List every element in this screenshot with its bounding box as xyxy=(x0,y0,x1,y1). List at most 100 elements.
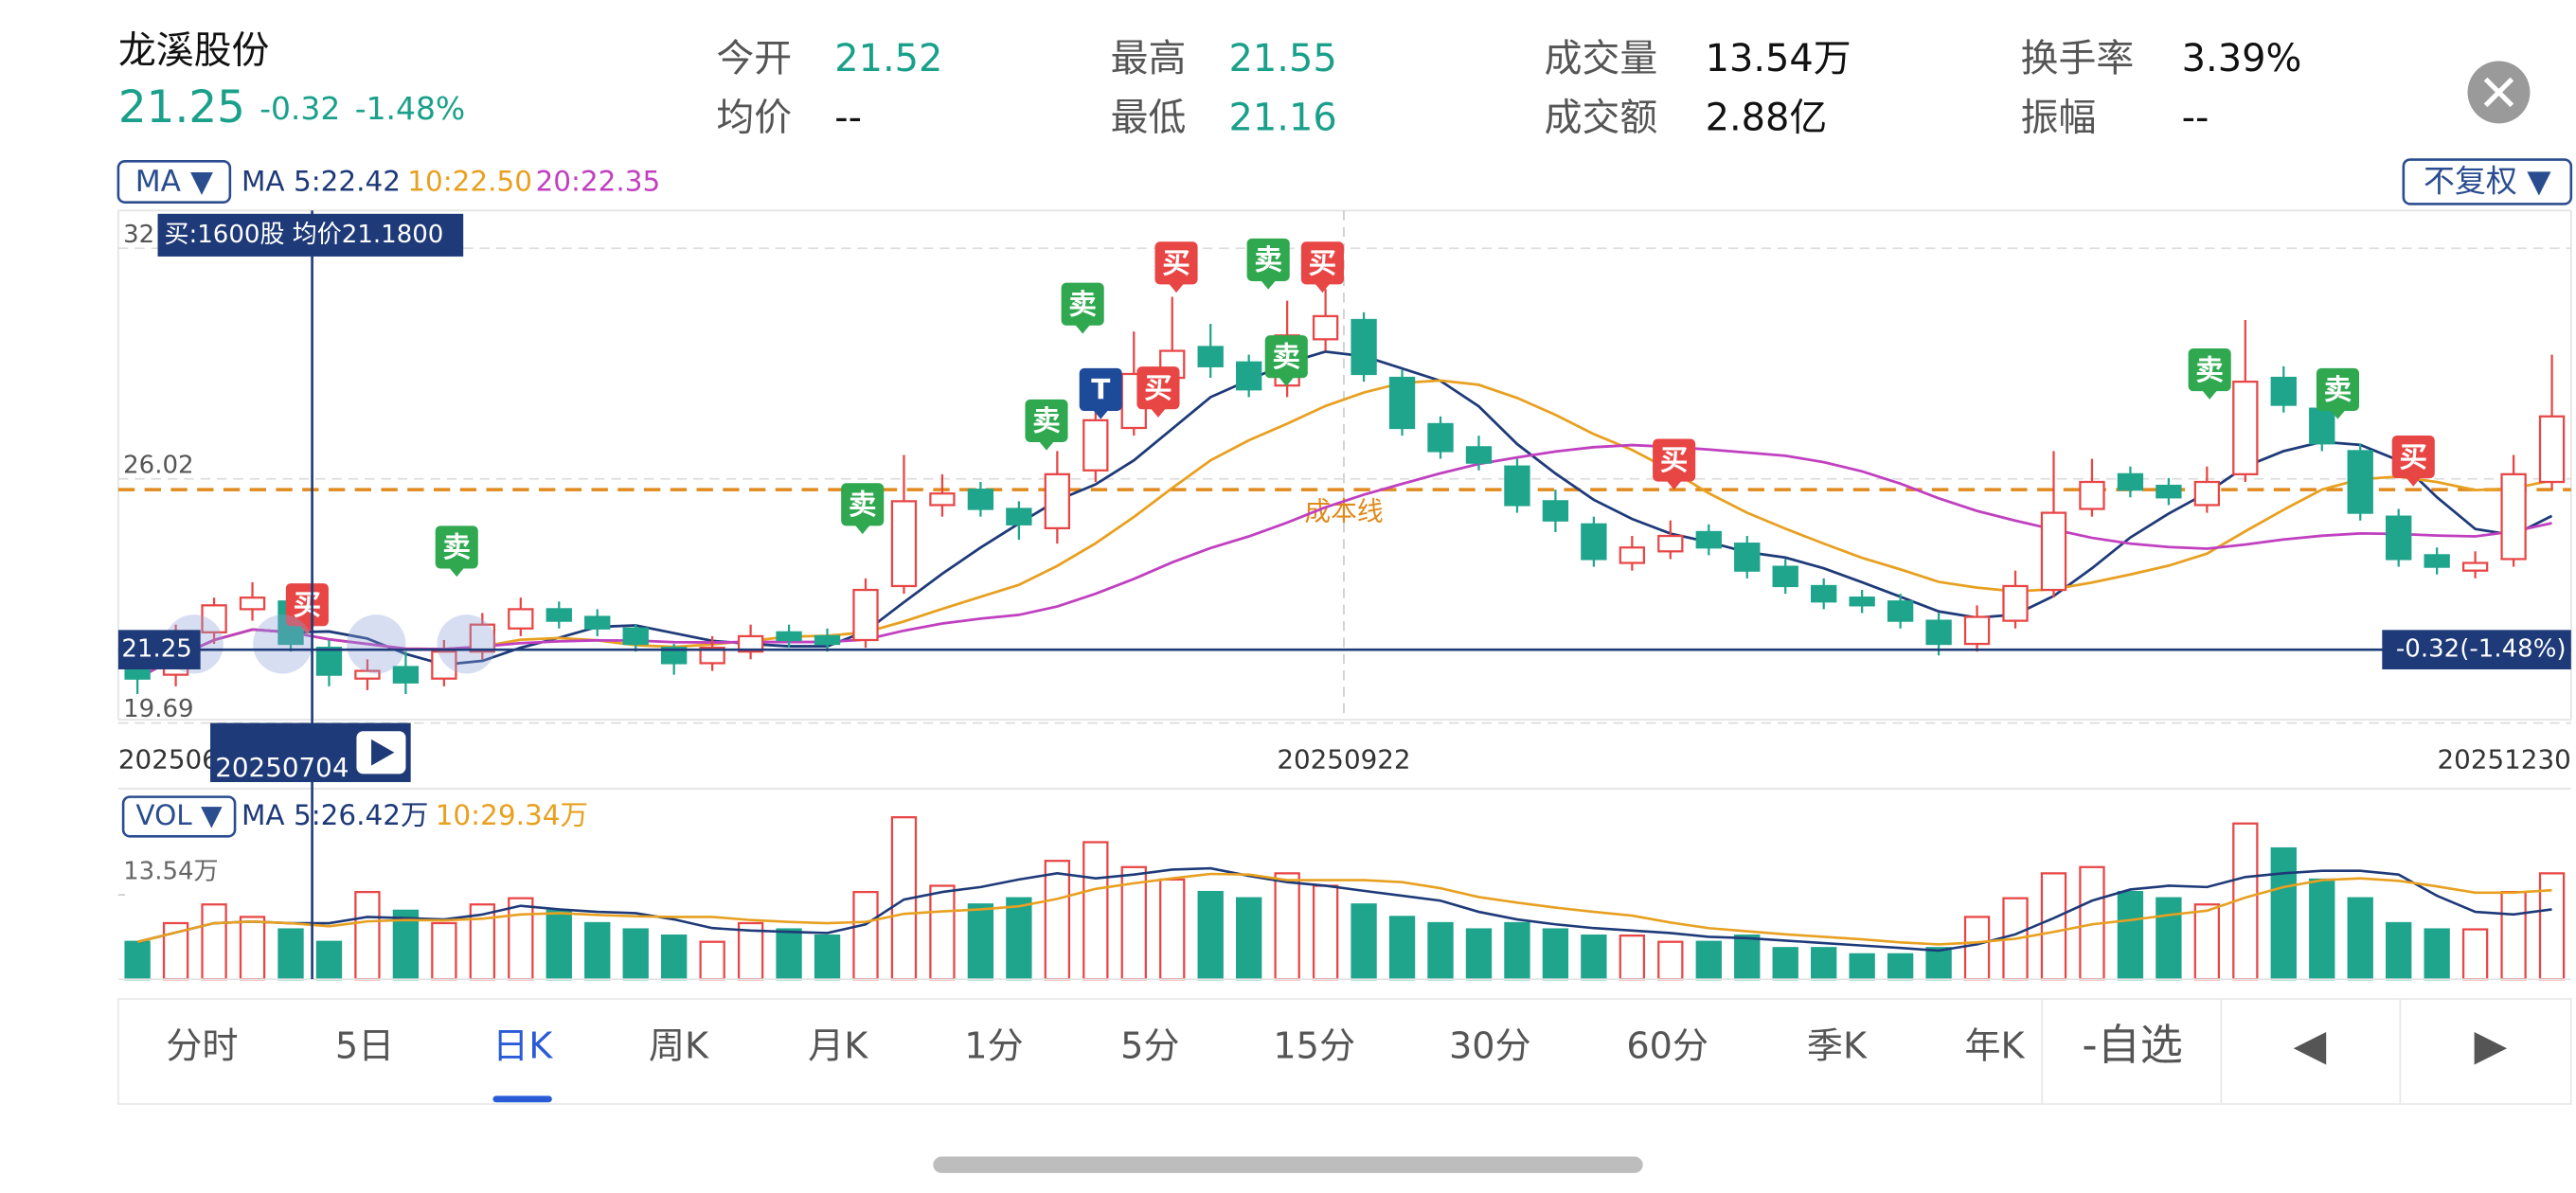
signal-label: 买 xyxy=(1162,247,1190,279)
tab[interactable]: 年K xyxy=(1964,1025,2025,1067)
candle-body xyxy=(2002,584,2029,622)
tab[interactable]: 5日 xyxy=(335,1025,394,1067)
stat-value: 13.54万 xyxy=(1706,37,1852,80)
candle-body xyxy=(354,669,381,680)
tab[interactable]: -自选 xyxy=(2082,1020,2182,1070)
signal-badge xyxy=(1653,438,1696,482)
vol-button[interactable] xyxy=(121,795,237,838)
tab[interactable]: 15分 xyxy=(1273,1025,1355,1067)
volume-bar xyxy=(1542,928,1569,981)
volume-bar xyxy=(2270,846,2297,981)
candle-body xyxy=(1082,418,1109,472)
crosshair-change-box xyxy=(2382,630,2571,669)
vol-ma-line xyxy=(136,872,2552,946)
signal-badge xyxy=(1136,366,1180,410)
volume-bar xyxy=(1465,928,1493,981)
signal-pointer xyxy=(1314,282,1332,294)
signal-label: 卖 xyxy=(1254,244,1281,276)
signal-badge xyxy=(2188,348,2231,392)
tab[interactable]: ◀ xyxy=(2294,1020,2327,1070)
stat-value: 3.39% xyxy=(2182,37,2302,80)
volume-bar xyxy=(431,921,457,981)
x-date-label: 20251230 xyxy=(2438,743,2571,775)
volume-bar xyxy=(929,884,956,981)
candle-body xyxy=(1695,530,1722,549)
volume-bar xyxy=(1504,921,1530,981)
signal-badge xyxy=(841,483,885,526)
tab[interactable]: 日K xyxy=(492,1025,553,1067)
candle-body xyxy=(776,631,802,642)
tab[interactable]: 30分 xyxy=(1449,1025,1531,1067)
volume-bar xyxy=(1581,935,1607,981)
volume-bar xyxy=(776,928,802,981)
nav-circle[interactable] xyxy=(253,614,313,674)
tab[interactable]: 季K xyxy=(1807,1025,1868,1067)
tab[interactable]: 月K xyxy=(808,1025,868,1067)
signal-label: 卖 xyxy=(2195,354,2223,386)
candle-body xyxy=(2156,484,2182,499)
vol-tick-label: 13.54万 xyxy=(123,857,219,885)
volume-bar xyxy=(2193,903,2221,981)
stat-value: 2.88亿 xyxy=(1706,96,1828,139)
candle-body xyxy=(737,634,764,653)
candle-body xyxy=(1619,546,1646,564)
candle-body xyxy=(1734,543,1761,572)
signal-badge xyxy=(1025,399,1068,442)
volume-bar xyxy=(1159,878,1186,981)
candle-body xyxy=(852,588,879,642)
volume-bar xyxy=(1351,903,1377,981)
candle-body xyxy=(2309,407,2335,445)
volume-bar xyxy=(1925,947,1952,981)
candle-body xyxy=(2386,515,2412,561)
candle-body xyxy=(315,646,343,676)
candle-body xyxy=(2079,480,2105,510)
volume-bar xyxy=(508,897,534,981)
candle-body xyxy=(1849,596,1875,607)
tab[interactable]: 5分 xyxy=(1120,1025,1179,1067)
volume-bar xyxy=(2040,872,2067,981)
volume-bar xyxy=(1082,841,1109,981)
candle-body xyxy=(1811,584,1837,603)
nav-circle[interactable] xyxy=(437,614,496,674)
tab-bar xyxy=(117,998,2572,1105)
candle-body xyxy=(967,489,994,510)
candle-body xyxy=(1388,376,1416,430)
close-icon xyxy=(2483,77,2514,108)
signal-label: 卖 xyxy=(1068,288,1096,320)
signal-pointer xyxy=(448,566,465,578)
volume-bar xyxy=(1619,935,1646,981)
signal-pointer xyxy=(2329,409,2347,419)
signal-pointer xyxy=(854,524,871,535)
candle-body xyxy=(814,634,841,646)
signal-badge xyxy=(1079,367,1122,411)
signal-badge xyxy=(285,583,329,627)
volume-bar xyxy=(1772,947,1798,981)
tab[interactable]: ▶ xyxy=(2474,1020,2507,1070)
tab[interactable]: 60分 xyxy=(1626,1025,1708,1067)
volume-bar xyxy=(1657,940,1684,981)
tab[interactable]: 分时 xyxy=(166,1025,238,1067)
nav-circle[interactable] xyxy=(347,614,406,674)
candle-body xyxy=(1925,619,1952,646)
adjust-label: 不复权 ▼ xyxy=(2424,162,2551,199)
signal-pointer xyxy=(1168,282,1185,294)
ma-legend-item: 10:22.50 xyxy=(407,165,532,197)
signal-label: 买 xyxy=(1309,247,1336,279)
signal-pointer xyxy=(2405,476,2422,487)
ma-button[interactable] xyxy=(116,160,232,204)
volume-bar xyxy=(2538,872,2566,981)
price: 21.25 xyxy=(118,82,245,134)
volume-bar xyxy=(1734,935,1761,981)
tab[interactable]: 周K xyxy=(649,1025,709,1067)
adjust-button[interactable] xyxy=(2402,158,2573,205)
volume-bar xyxy=(1963,916,1991,981)
candle-body xyxy=(2270,376,2297,406)
candle-body xyxy=(1236,361,1262,391)
volume-bar xyxy=(239,916,266,981)
signal-label: 买 xyxy=(1144,372,1172,404)
tab[interactable]: 1分 xyxy=(964,1025,1023,1067)
volume-bar xyxy=(1887,953,1914,981)
volume-bar xyxy=(1695,940,1722,981)
y-tick-label: 26.02 xyxy=(123,451,193,479)
volume-bar xyxy=(660,935,688,981)
